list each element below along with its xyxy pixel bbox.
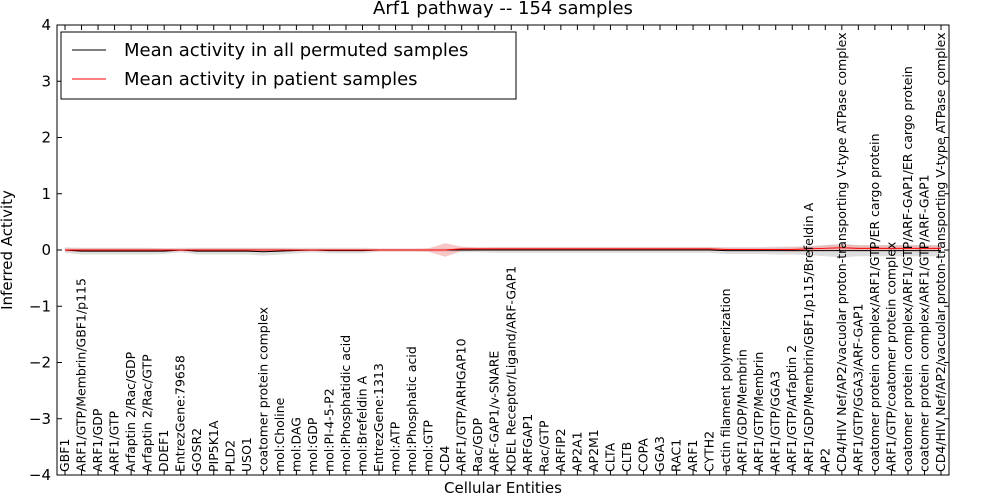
x-tick-label: DDEF1 (156, 430, 171, 472)
x-tick-label: ARFGAP1 (520, 414, 535, 472)
y-tick-label: −3 (29, 410, 51, 428)
x-tick-label: ARF1/GTP/coatomer protein complex (883, 242, 898, 472)
x-tick-label: AP2 (817, 448, 832, 472)
x-tick-label: EntrezGene:1313 (371, 363, 386, 472)
x-tick-label: COPA (635, 438, 650, 472)
legend: Mean activity in all permuted samples Me… (60, 31, 517, 100)
x-tick-label: CLTB (619, 442, 634, 472)
x-tick-label: AP2A1 (569, 431, 584, 472)
x-tick-label: ARF-GAP1/v-SNARE (487, 351, 502, 472)
x-tick-label: GOSR2 (189, 428, 204, 472)
x-tick-label: mol:ATP (388, 421, 403, 472)
series-line-0 (64, 249, 941, 253)
x-tick-label: actin filament polymerization (718, 288, 733, 472)
x-tick-label: PIP5K1A (206, 420, 221, 472)
y-tick-label: 1 (41, 185, 51, 203)
y-tick-label: −1 (29, 297, 51, 315)
x-tick-label: GBF1 (57, 439, 72, 472)
x-tick-label: ARF1/GTP/Membrin/GBF1/p115 (74, 278, 89, 472)
x-tick-label: ARF1/GTP/Arfaptin 2 (784, 345, 799, 472)
x-axis: GBF1 ARF1/GTP/Membrin/GBF1/p115 ARF1/GDP AR… (57, 25, 948, 475)
x-tick-label: USO1 (239, 437, 254, 472)
y-tick-label: 4 (41, 16, 51, 34)
y-tick-label: −4 (29, 466, 51, 484)
x-tick-label: AP2M1 (586, 429, 601, 472)
x-tick-label: ARF1/GTP/GGA3 (768, 371, 783, 472)
chart-title: Arf1 pathway -- 154 samples (373, 0, 633, 19)
x-tick-label: Arfaptin 2/Rac/GTP (140, 354, 155, 472)
series-line-1 (65, 247, 941, 251)
x-axis-label: Cellular Entities (444, 479, 562, 497)
x-tick-label: CD4/HIV Nef/AP2/vacuolar proton-transpor… (933, 33, 948, 473)
x-tick-label: mol:GTP (421, 420, 436, 472)
x-tick-label: PLD2 (222, 440, 237, 472)
x-tick-label: ARF1/GDP (90, 408, 105, 472)
x-tick-label: CD4/HIV Nef/AP2/vacuolar proton-transpor… (834, 33, 849, 473)
x-tick-label: mol:Phosphatic acid (404, 346, 419, 472)
x-tick-label: KDEL Receptor/Ligand/ARF-GAP1 (503, 266, 518, 472)
x-tick-label: mol:Phosphatidic acid (338, 335, 353, 472)
legend-box (60, 31, 517, 100)
x-tick-label: Rac/GTP (536, 420, 551, 472)
x-tick-label: EntrezGene:79658 (173, 355, 188, 472)
x-tick-label: ARF1/GTP/ARHGAP10 (454, 338, 469, 472)
x-tick-label: mol:Brefeldin A (355, 375, 370, 472)
x-tick-label: CLTA (602, 442, 617, 472)
x-tick-label: GGA3 (652, 436, 667, 472)
x-tick-label: coatomer protein complex/ARF1/GTP/ARF-GA… (900, 66, 915, 472)
x-tick-label: RAC1 (669, 439, 684, 472)
x-tick-label: CD4 (437, 446, 452, 472)
y-axis-label: Inferred Activity (0, 190, 16, 310)
x-tick-label: ARFIP2 (553, 428, 568, 472)
y-tick-label: 2 (41, 129, 51, 147)
x-tick-label: ARF1/GTP (107, 411, 122, 472)
x-tick-label: coatomer protein complex (255, 307, 270, 472)
x-tick-label: ARF1/GDP/Membrin (735, 349, 750, 472)
legend-label-patient: Mean activity in patient samples (124, 69, 418, 90)
x-tick-label: mol:GDP (305, 417, 320, 472)
x-tick-label: ARF1 (685, 440, 700, 472)
series-lines (64, 247, 941, 253)
y-tick-label: 3 (41, 72, 51, 90)
x-tick-label: coatomer protein complex/ARF1/GTP/ER car… (867, 133, 882, 472)
x-tick-label: Rac/GDP (470, 418, 485, 472)
x-tick-label: coatomer protein complex/ARF1/GTP/ARF-GA… (916, 174, 931, 472)
y-axis: −4 −3 −2 −1 0 1 2 3 4 (29, 16, 949, 484)
x-tick-label: ARF1/GTP/GGA3/ARF-GAP1 (850, 304, 865, 472)
x-tick-label: mol:PI-4-5-P2 (321, 388, 336, 472)
x-tick-label: ARF1/GTP/Membrin (751, 352, 766, 472)
x-tick-label: ARF1/GDP/Membrin/GBF1/p115/Brefeldin A (801, 202, 816, 472)
legend-label-permuted: Mean activity in all permuted samples (124, 40, 468, 61)
x-tick-label: mol:DAG (288, 417, 303, 472)
y-tick-label: 0 (41, 241, 51, 259)
x-tick-label: mol:Choline (272, 397, 287, 472)
x-tick-label: Arfaptin 2/Rac/GDP (123, 351, 138, 472)
y-tick-label: −2 (29, 354, 51, 372)
x-tick-label: CYTH2 (702, 431, 717, 472)
